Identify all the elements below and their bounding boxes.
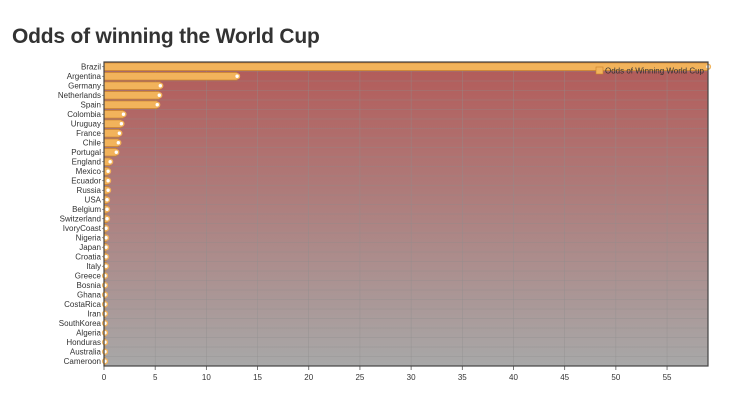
bar-end-point[interactable] [233, 73, 241, 80]
y-tick-label: Portugal [71, 148, 101, 157]
y-tick-label: Spain [81, 101, 101, 110]
bar-end-point[interactable] [120, 111, 127, 118]
bar-end-point[interactable] [101, 348, 109, 355]
x-tick-label: 40 [509, 373, 518, 382]
y-tick-label: Netherlands [58, 91, 101, 100]
x-tick-label: 25 [355, 373, 364, 382]
y-tick-label: Greece [75, 272, 102, 281]
bar-end-point[interactable] [101, 282, 109, 289]
x-tick-label: 45 [560, 373, 569, 382]
y-tick-label: Brazil [81, 63, 101, 72]
y-tick-label: Germany [68, 82, 101, 91]
legend[interactable]: Odds of Winning World Cup [595, 66, 705, 76]
bar-end-point[interactable] [103, 196, 111, 203]
bar-end-point[interactable] [156, 92, 163, 99]
y-axis: BrazilArgentinaGermanyNetherlandsSpainCo… [58, 63, 104, 366]
legend-swatch [595, 66, 604, 75]
bar-end-point[interactable] [104, 187, 112, 194]
y-tick-label: IvoryCoast [63, 224, 102, 233]
bar-end-point[interactable] [116, 130, 123, 137]
y-tick-label: Australia [70, 348, 102, 357]
bar[interactable] [103, 91, 160, 100]
bar-end-point[interactable] [104, 177, 112, 184]
x-tick-label: 0 [102, 373, 107, 382]
y-tick-label: Cameroon [64, 357, 101, 366]
y-tick-label: CostaRica [64, 300, 101, 309]
bar[interactable] [103, 81, 161, 90]
bar-end-point[interactable] [101, 272, 109, 279]
bar-end-point[interactable] [154, 101, 161, 108]
y-tick-label: Uruguay [71, 120, 101, 129]
bar-end-point[interactable] [107, 158, 114, 165]
y-tick-label: Argentina [67, 72, 102, 81]
x-tick-label: 35 [458, 373, 467, 382]
y-tick-label: Belgium [72, 205, 101, 214]
y-tick-label: Ecuador [71, 177, 101, 186]
y-tick-label: Honduras [66, 338, 101, 347]
x-axis: 0 5 10 15 20 25 30 35 40 45 50 55 [102, 366, 672, 382]
y-tick-label: Bosnia [77, 281, 102, 290]
y-tick-label: SouthKorea [59, 319, 102, 328]
y-tick-label: Ghana [77, 291, 102, 300]
bar[interactable] [103, 72, 238, 81]
plot-frame [103, 61, 709, 367]
x-tick-label: 15 [253, 373, 262, 382]
y-tick-label: Croatia [75, 253, 101, 262]
y-tick-label: USA [85, 196, 102, 205]
bar-end-point[interactable] [157, 82, 164, 89]
x-tick-label: 30 [407, 373, 416, 382]
bar-end-point[interactable] [101, 291, 109, 298]
page-title: Odds of winning the World Cup [12, 25, 320, 48]
point-markers [101, 63, 712, 365]
x-tick-label: 50 [611, 373, 620, 382]
bar-end-point[interactable] [101, 339, 109, 346]
bar-end-point[interactable] [118, 120, 125, 127]
bar-end-point[interactable] [101, 310, 109, 317]
y-tick-label: England [72, 158, 101, 167]
bar-end-point[interactable] [101, 329, 109, 336]
y-tick-label: Switzerland [60, 215, 101, 224]
bar-end-point[interactable] [101, 358, 109, 365]
x-tick-label: 20 [304, 373, 313, 382]
x-tick-label: 10 [202, 373, 211, 382]
y-tick-label: Russia [77, 186, 102, 195]
y-tick-label: Chile [83, 139, 102, 148]
y-tick-label: Colombia [67, 110, 101, 119]
gridlines [104, 62, 708, 366]
y-tick-label: Nigeria [76, 234, 102, 243]
bar-end-point[interactable] [101, 320, 109, 327]
y-tick-label: France [76, 129, 101, 138]
y-tick-label: Italy [86, 262, 101, 271]
bar-end-point[interactable] [113, 149, 120, 156]
bar-end-point[interactable] [115, 139, 122, 146]
x-tick-label: 5 [153, 373, 158, 382]
bar-end-point[interactable] [103, 206, 111, 213]
bar-end-point[interactable] [103, 215, 111, 222]
bar-end-point[interactable] [101, 301, 109, 308]
y-tick-label: Iran [87, 310, 101, 319]
bar-end-point[interactable] [104, 168, 112, 175]
bar[interactable] [103, 100, 158, 109]
y-tick-label: Japan [79, 243, 101, 252]
x-tick-label: 55 [663, 373, 672, 382]
legend-label: Odds of Winning World Cup [605, 67, 705, 76]
y-tick-label: Mexico [76, 167, 102, 176]
y-tick-label: Algeria [76, 329, 101, 338]
